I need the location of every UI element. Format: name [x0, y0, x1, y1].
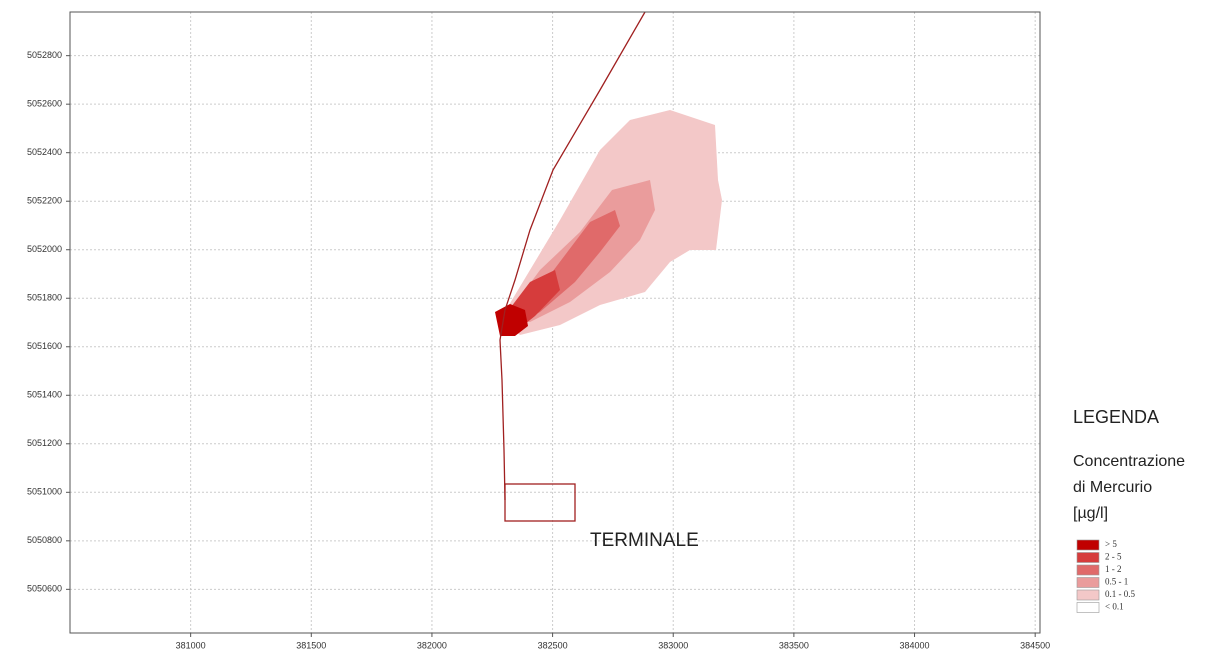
legend-swatch	[1076, 539, 1100, 551]
terminal-box	[504, 483, 576, 522]
legend: > 5 2 - 5 1 - 2 0.5 - 1 0.1 - 0.5 < 0.1	[1076, 539, 1135, 613]
x-tick-label: 384500	[1020, 640, 1050, 650]
x-tick-label: 383500	[779, 640, 809, 650]
y-tick-label: 5051200	[27, 438, 62, 448]
legend-label: > 5	[1105, 539, 1117, 549]
x-tick-label: 383000	[658, 640, 688, 650]
legend-subtitle: di Mercurio	[1073, 479, 1152, 496]
y-tick-label: 5052600	[27, 99, 62, 109]
x-tick-label: 382500	[538, 640, 568, 650]
legend-swatch	[1076, 577, 1100, 588]
legend-title: LEGENDA	[1073, 407, 1159, 427]
legend-label: 0.5 - 1	[1105, 577, 1128, 587]
legend-swatch	[1076, 564, 1100, 576]
annotation: TERMINALE	[590, 530, 699, 551]
y-tick-label: 5051000	[27, 487, 62, 497]
legend-label: < 0.1	[1105, 602, 1124, 612]
legend-subtitle: Concentrazione	[1073, 453, 1185, 470]
legend-label: 1 - 2	[1105, 564, 1122, 574]
y-tick-label: 5051400	[27, 390, 62, 400]
x-tick-label: 381000	[176, 640, 206, 650]
y-tick-label: 5052200	[27, 196, 62, 206]
legend-swatch	[1076, 602, 1100, 613]
x-tick-label: 382000	[417, 640, 447, 650]
x-tick-label: 381500	[296, 640, 326, 650]
y-tick-label: 5052000	[27, 244, 62, 254]
contour	[495, 304, 528, 336]
y-tick-label: 5050600	[27, 584, 62, 594]
x-tick-label: 384000	[900, 640, 930, 650]
legend-subtitle: [µg/l]	[1073, 505, 1108, 522]
legend-label: 0.1 - 0.5	[1105, 589, 1135, 599]
legend-label: 2 - 5	[1105, 552, 1122, 562]
y-tick-label: 5051800	[27, 293, 62, 303]
y-tick-label: 5050800	[27, 535, 62, 545]
legend-swatch	[1076, 552, 1100, 563]
y-tick-label: 5051600	[27, 341, 62, 351]
legend-swatch	[1076, 589, 1100, 601]
y-tick-label: 5052800	[27, 50, 62, 60]
y-tick-label: 5052400	[27, 147, 62, 157]
pipeline	[499, 11, 646, 501]
plot-frame	[69, 11, 1041, 634]
plume	[495, 110, 722, 336]
